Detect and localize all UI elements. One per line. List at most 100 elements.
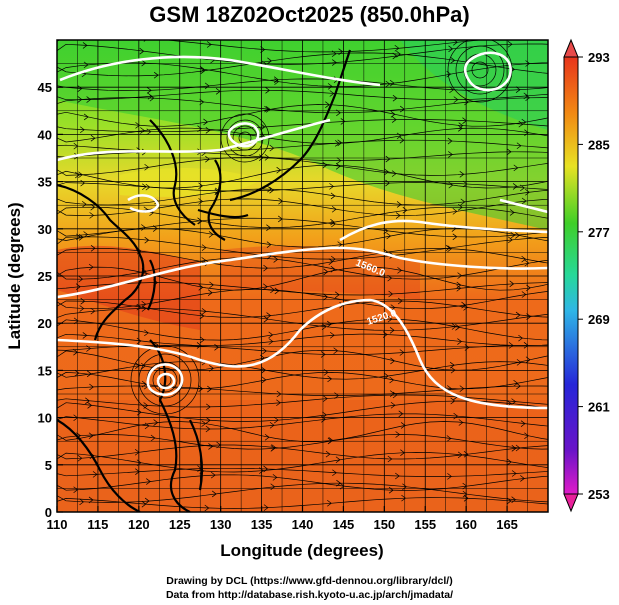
- streamline-arrow: [88, 263, 94, 271]
- streamline-arrow: [388, 290, 394, 298]
- streamline-arrow: [88, 496, 94, 504]
- colorbar-tick-label: 261: [588, 400, 610, 415]
- streamline-arrow: [263, 283, 268, 291]
- streamline-arrow: [205, 403, 211, 411]
- contour-low-center: [227, 122, 260, 148]
- streamline: [57, 257, 548, 280]
- streamline-vortex: [455, 45, 505, 95]
- streamline-arrow: [397, 297, 403, 305]
- streamline-arrow: [78, 234, 84, 241]
- y-tick-label: 10: [38, 411, 52, 426]
- streamline-arrow: [445, 244, 451, 252]
- streamline-arrow: [205, 417, 211, 424]
- streamline-arrow: [269, 186, 275, 194]
- streamline-arrow: [449, 361, 455, 369]
- streamline: [57, 188, 548, 206]
- streamline: [57, 318, 548, 341]
- colorbar-tick-label: 293: [588, 50, 610, 65]
- streamline-arrow: [515, 232, 520, 239]
- streamline: [57, 361, 548, 380]
- streamline-arrow: [515, 311, 521, 319]
- y-tick-label: 35: [38, 175, 52, 190]
- streamline-arrow: [333, 347, 339, 355]
- streamline-arrow: [90, 245, 96, 252]
- contour-small-low: [127, 194, 160, 213]
- streamline-arrow: [139, 47, 145, 55]
- streamline-arrow: [331, 50, 337, 58]
- x-axis-ticks: 110 115 120 125 130 135 140 145 150 155 160 165: [47, 506, 518, 532]
- streamline: [57, 40, 485, 53]
- streamline-arrow: [452, 233, 458, 241]
- x-tick-label: 115: [87, 517, 108, 532]
- streamline-arrow: [135, 122, 141, 129]
- streamline: [57, 52, 548, 77]
- streamline-arrow: [79, 126, 85, 134]
- streamline-arrow: [263, 315, 269, 323]
- streamline-arrow: [463, 304, 469, 311]
- streamline-arrow: [204, 82, 210, 90]
- streamline-arrow: [267, 57, 272, 65]
- streamline-arrow: [83, 231, 89, 238]
- streamline-arrow: [270, 483, 276, 491]
- credits: Drawing by DCL (https://www.gfd-dennou.o…: [0, 574, 619, 602]
- streamline-arrow: [207, 385, 212, 393]
- streamline-arrow: [141, 224, 146, 231]
- streamline-arrow: [197, 125, 203, 132]
- streamline-arrow: [390, 304, 396, 311]
- streamline-arrow: [328, 258, 334, 265]
- streamline-arrow: [334, 140, 340, 147]
- streamline-arrow: [135, 362, 140, 369]
- streamline-arrow: [90, 134, 96, 142]
- streamline-arrow: [516, 142, 522, 150]
- streamline-arrow: [385, 80, 391, 88]
- streamline-arrow: [92, 471, 98, 478]
- y-tick-label: 0: [45, 505, 52, 520]
- streamline-arrow: [330, 192, 336, 200]
- streamline-arrow: [510, 232, 516, 239]
- streamline: [57, 434, 548, 450]
- streamline-arrow: [144, 236, 150, 244]
- streamline: [57, 394, 548, 408]
- streamline: [57, 467, 548, 477]
- streamline-arrow: [135, 468, 140, 475]
- streamline-arrow: [462, 490, 468, 498]
- map-plot-area: 1560.0 1520.0: [57, 33, 548, 512]
- streamline-arrow: [83, 113, 89, 121]
- streamline-arrow: [523, 342, 529, 349]
- streamline-arrow: [323, 293, 329, 301]
- colorbar-tick-label: 285: [588, 137, 610, 152]
- streamline-arrow: [335, 163, 341, 170]
- streamline-arrow: [511, 496, 517, 503]
- streamline-arrow: [90, 307, 96, 315]
- streamline-arrow: [450, 397, 456, 405]
- streamline-vortex: [471, 61, 489, 79]
- streamline-arrow: [339, 482, 345, 490]
- streamline-arrow: [199, 312, 205, 320]
- streamline-arrow: [136, 303, 142, 311]
- streamline-arrow: [199, 336, 205, 344]
- streamline-arrow: [387, 315, 393, 323]
- streamline-arrow: [448, 45, 454, 53]
- streamline-arrow: [337, 139, 343, 147]
- streamline-arrow: [88, 432, 94, 440]
- streamline-arrow: [201, 244, 207, 251]
- streamline-arrow: [329, 331, 335, 339]
- streamline-arrow: [511, 445, 517, 452]
- streamline: [57, 421, 548, 442]
- streamline-arrow: [386, 232, 392, 240]
- streamline-arrow: [78, 33, 82, 39]
- streamline-arrow: [322, 395, 328, 402]
- streamline-arrow: [141, 500, 147, 508]
- streamline-arrow: [140, 362, 146, 370]
- streamline-arrow: [512, 183, 518, 190]
- streamline-arrow: [513, 379, 519, 387]
- streamline-arrow: [82, 42, 88, 49]
- streamline-arrow: [78, 171, 83, 179]
- streamline: [57, 333, 548, 346]
- y-tick-label: 20: [38, 316, 52, 331]
- streamline-arrow: [390, 357, 395, 365]
- streamline-arrow: [205, 127, 211, 134]
- x-tick-label: 125: [169, 517, 191, 532]
- colorbar-tick-label: 253: [588, 487, 610, 502]
- streamline-arrow: [385, 179, 390, 187]
